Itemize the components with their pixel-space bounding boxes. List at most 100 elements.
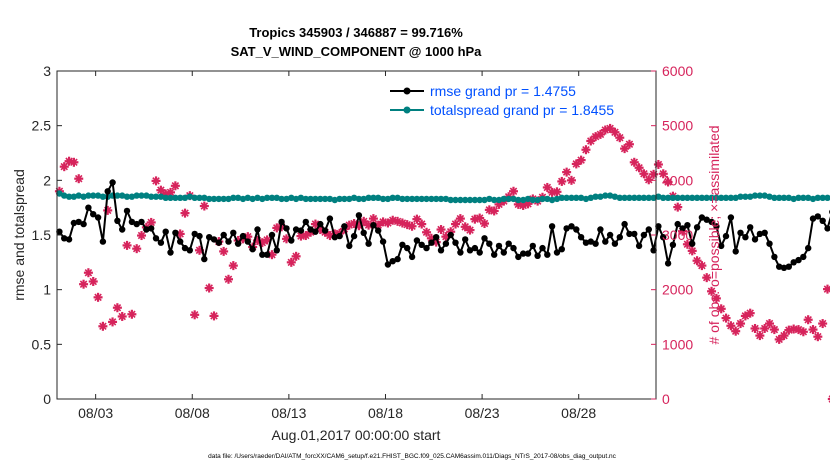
obs-count-marker <box>755 331 765 341</box>
rmse-point <box>273 247 280 254</box>
rmse-point <box>75 218 82 226</box>
obs-count-marker <box>615 133 625 143</box>
rmse-point <box>404 244 411 252</box>
totalspread-point <box>259 195 266 203</box>
obs-count-marker <box>769 325 779 335</box>
y-right-tick-label: 3000 <box>662 227 693 243</box>
totalspread-point <box>268 194 276 201</box>
rmse-point <box>433 234 440 241</box>
obs-count-marker <box>74 174 84 184</box>
legend-rmse-label: rmse grand pr = 1.4755 <box>430 83 576 99</box>
totalspread-point <box>800 194 807 201</box>
totalspread-point <box>278 195 285 203</box>
totalspread-point <box>548 196 556 204</box>
rmse-point <box>573 226 580 233</box>
totalspread-point <box>99 193 107 200</box>
obs-count-marker <box>122 240 132 250</box>
obs-count-marker <box>818 319 828 329</box>
rmse-point <box>814 213 821 220</box>
rmse-point <box>336 232 343 240</box>
totalspread-point <box>225 195 232 203</box>
totalspread-point <box>814 194 821 201</box>
totalspread-point <box>592 193 599 200</box>
obs-count-marker <box>721 313 731 323</box>
totalspread-point <box>302 195 309 203</box>
rmse-point <box>606 231 614 239</box>
totalspread-point <box>718 194 725 201</box>
rmse-point <box>138 218 145 226</box>
obs-count-marker <box>291 251 301 261</box>
totalspread-point <box>824 194 830 201</box>
obs-count-marker <box>209 311 219 321</box>
totalspread-point <box>582 195 590 203</box>
totalspread-point <box>510 195 517 203</box>
totalspread-point <box>196 194 203 201</box>
totalspread-point <box>201 194 208 201</box>
totalspread-point <box>645 194 652 201</box>
totalspread-point <box>210 195 218 203</box>
rmse-point <box>239 232 247 240</box>
y-left-tick-label: 2 <box>43 172 51 188</box>
totalspread-point <box>128 193 136 200</box>
rmse-point <box>350 232 358 240</box>
obs-count-marker <box>552 187 562 197</box>
rmse-point <box>167 249 174 256</box>
rmse-point <box>80 220 87 228</box>
obs-count-marker <box>581 145 591 155</box>
rmse-point <box>563 225 570 232</box>
totalspread-point <box>244 194 251 201</box>
y-left-tick-label: 1 <box>43 282 51 298</box>
totalspread-point <box>133 192 140 199</box>
totalspread-point <box>621 194 628 201</box>
rmse-point <box>230 229 237 236</box>
totalspread-point <box>660 194 667 201</box>
rmse-point <box>631 230 638 238</box>
rmse-point <box>645 226 652 233</box>
rmse-point <box>684 222 691 229</box>
rmse-point <box>582 239 590 246</box>
totalspread-point <box>553 195 561 203</box>
rmse-point <box>128 218 136 226</box>
rmse-point <box>384 261 392 268</box>
obs-count-marker <box>687 246 697 256</box>
rmse-point <box>524 250 532 257</box>
rmse-point <box>495 242 503 250</box>
rmse-point <box>60 235 68 242</box>
obs-count-marker <box>649 169 659 179</box>
rmse-point <box>321 227 329 234</box>
totalspread-point <box>684 194 691 201</box>
totalspread-point <box>80 193 87 200</box>
totalspread-point <box>56 190 63 197</box>
rmse-point <box>157 239 165 246</box>
rmse-point <box>650 247 657 254</box>
rmse-point <box>626 230 633 238</box>
rmse-point <box>206 234 213 241</box>
totalspread-point <box>664 194 672 201</box>
rmse-point <box>539 244 546 252</box>
chart-title-line2: SAT_V_WIND_COMPONENT @ 1000 hPa <box>231 44 483 59</box>
totalspread-point <box>138 192 145 199</box>
obs-count-marker <box>98 321 108 331</box>
totalspread-point <box>819 194 826 201</box>
totalspread-point <box>177 194 184 201</box>
obs-count-marker <box>103 205 113 215</box>
obs-count-marker <box>407 221 417 231</box>
rmse-point <box>312 228 319 235</box>
obs-count-marker <box>827 395 830 403</box>
rmse-point <box>263 251 271 258</box>
rmse-point <box>703 216 710 223</box>
rmse-point <box>790 259 797 266</box>
obs-count-marker <box>508 186 518 196</box>
obs-count-marker <box>624 139 634 149</box>
rmse-point <box>442 240 450 247</box>
totalspread-point <box>239 195 247 203</box>
totalspread-point <box>785 194 792 201</box>
rmse-point <box>809 215 817 222</box>
y-axis-right: 0 1000 2000 3000 4000 5000 6000 <box>651 63 693 407</box>
totalspread-point <box>640 194 648 201</box>
obs-count-marker <box>83 268 93 278</box>
rmse-point <box>123 207 131 215</box>
x-tick-label: 08/08 <box>175 405 210 421</box>
y-right-tick-label: 4000 <box>662 172 693 188</box>
totalspread-point <box>491 196 498 204</box>
